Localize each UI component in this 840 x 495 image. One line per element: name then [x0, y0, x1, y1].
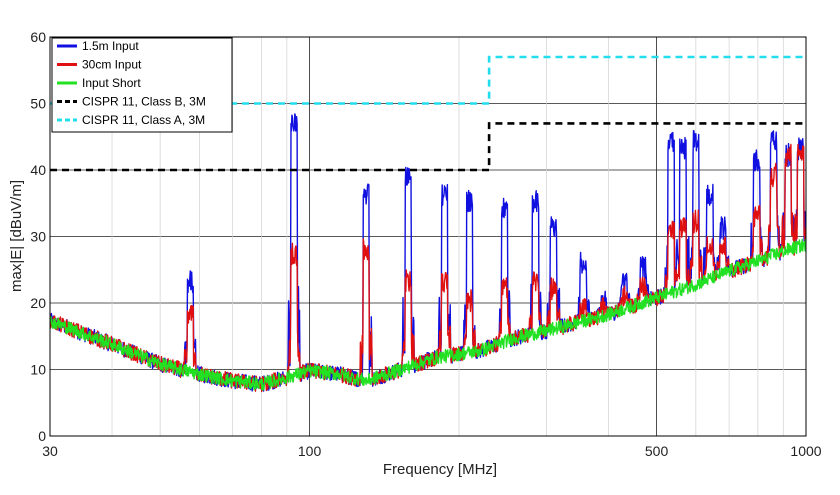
plot-frame	[49, 36, 807, 437]
legend-label: 30cm Input	[82, 58, 142, 72]
y-tick-label: 10	[30, 362, 46, 378]
x-tick-label: 30	[42, 443, 58, 459]
y-tick-label: 50	[30, 96, 46, 112]
x-axis-label: Frequency [MHz]	[383, 461, 497, 478]
x-tick-label: 500	[645, 443, 669, 459]
y-axis-label: max|E| [dBuV/m]	[8, 180, 25, 292]
y-tick-label: 30	[30, 229, 46, 245]
x-tick-label: 1000	[790, 443, 821, 459]
x-tick-label: 100	[298, 443, 322, 459]
limit-line-class-b	[50, 122, 806, 172]
series-layer	[50, 55, 806, 393]
legend-label: Input Short	[82, 76, 141, 90]
legend: 1.5m Input 30cm Input Input Short CISPR 11,…	[51, 37, 233, 133]
legend-label: CISPR 11, Class A, 3M	[82, 113, 205, 127]
legend-label: 1.5m Input	[82, 39, 139, 53]
y-tick-label: 20	[30, 295, 46, 311]
legend-box	[51, 37, 233, 133]
series-line-2	[50, 238, 806, 391]
tick-labels: 30 100 500 1000 0 10 20 30 40 50 60	[30, 29, 821, 459]
y-tick-label: 40	[30, 162, 46, 178]
y-tick-label: 60	[30, 29, 46, 45]
y-tick-label: 0	[38, 428, 46, 444]
limit-line-class-a	[50, 55, 806, 105]
legend-label: CISPR 11, Class B, 3M	[82, 95, 206, 109]
